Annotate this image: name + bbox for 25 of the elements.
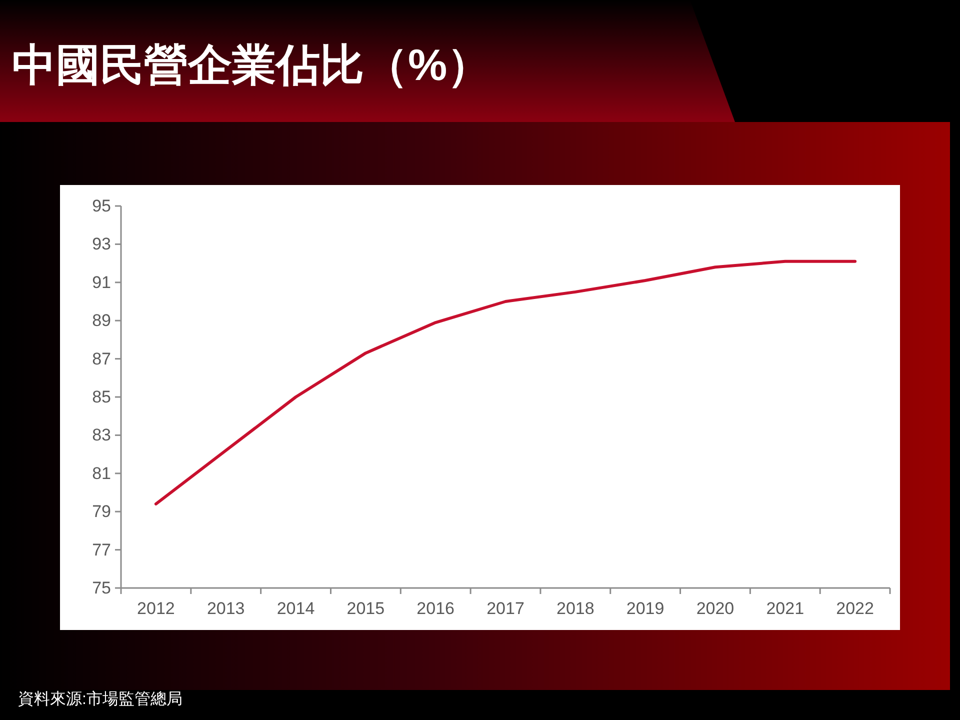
y-tick-label: 83 [92, 426, 111, 445]
y-tick-label: 81 [92, 464, 111, 483]
x-tick-label: 2015 [346, 599, 385, 618]
x-tick-label: 2016 [416, 599, 455, 618]
y-tick-label: 87 [92, 349, 111, 368]
source-note: 資料來源:市場監管總局 [18, 690, 182, 708]
x-tick-label: 2019 [626, 599, 664, 618]
y-tick-label: 89 [92, 311, 111, 330]
y-tick-label: 91 [92, 272, 111, 292]
x-tick-label: 2020 [696, 599, 734, 618]
y-tick-label: 95 [92, 196, 111, 216]
y-tick-label: 93 [92, 234, 111, 254]
x-tick-label: 2014 [276, 599, 315, 618]
x-tick-label: 2013 [206, 599, 245, 618]
x-tick-label: 2017 [486, 599, 524, 618]
x-tick-label: 2012 [137, 599, 175, 618]
y-tick-label: 79 [92, 502, 111, 522]
x-tick-label: 2021 [766, 599, 804, 618]
chart-title: 中國民營企業佔比（%） [12, 41, 492, 90]
y-tick-label: 75 [92, 578, 111, 598]
y-tick-label: 85 [92, 388, 111, 406]
x-tick-label: 2018 [556, 599, 594, 618]
line-series [154, 260, 857, 506]
y-tick-label: 77 [92, 540, 111, 560]
x-tick-label: 2022 [836, 599, 874, 618]
